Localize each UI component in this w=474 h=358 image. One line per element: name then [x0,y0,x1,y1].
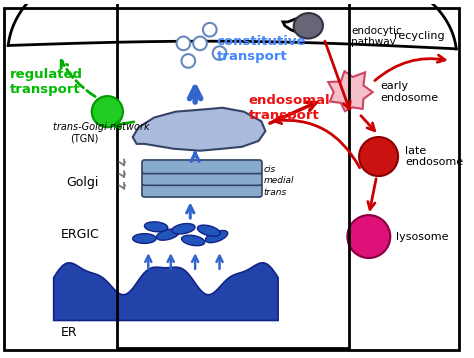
Ellipse shape [294,13,323,39]
Text: trans: trans [264,188,287,197]
Circle shape [203,23,217,37]
Ellipse shape [156,229,179,240]
Text: endosomal
transport: endosomal transport [249,94,330,122]
Text: lysosome: lysosome [396,232,449,242]
Ellipse shape [198,225,220,236]
Ellipse shape [172,223,195,234]
Ellipse shape [206,231,228,243]
Text: early
endosome: early endosome [381,81,438,103]
Ellipse shape [182,235,205,246]
FancyBboxPatch shape [142,172,262,185]
Text: trans-Golgi network: trans-Golgi network [53,122,149,132]
Ellipse shape [145,222,168,232]
Circle shape [347,215,390,258]
Circle shape [182,54,195,68]
Text: medial: medial [264,176,294,185]
Text: ER: ER [61,326,77,339]
Text: endocytic
pathway: endocytic pathway [351,26,402,47]
Text: late
endosome: late endosome [405,146,463,167]
Circle shape [193,37,207,50]
Text: Golgi: Golgi [66,176,99,189]
Text: recycling: recycling [394,32,445,42]
Text: regulated
transport: regulated transport [10,68,83,96]
Polygon shape [328,71,373,111]
FancyBboxPatch shape [142,160,262,174]
Text: constitutive
transport: constitutive transport [217,35,306,63]
Circle shape [359,137,398,176]
Circle shape [213,46,227,60]
Polygon shape [54,263,278,320]
Text: (TGN): (TGN) [70,134,99,144]
Polygon shape [283,14,322,35]
Circle shape [91,96,123,127]
Text: cis: cis [264,165,276,174]
Polygon shape [133,108,265,151]
FancyBboxPatch shape [142,183,262,197]
Text: ERGIC: ERGIC [61,228,99,241]
Circle shape [177,37,190,50]
Ellipse shape [133,234,156,243]
